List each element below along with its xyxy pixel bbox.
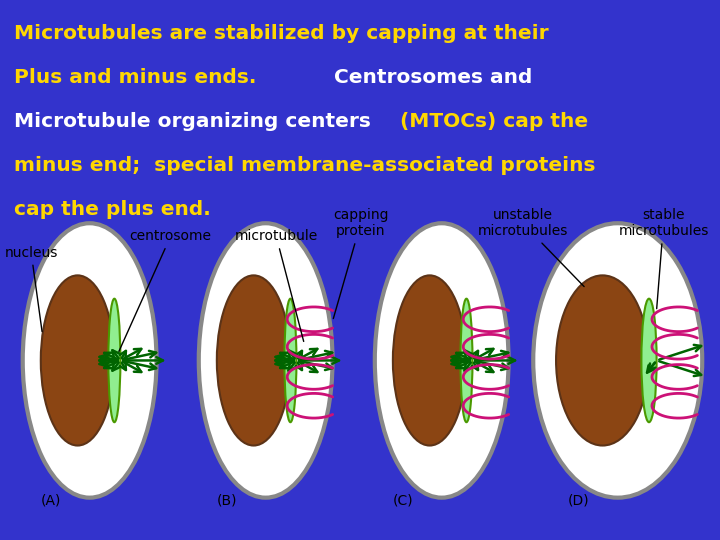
Ellipse shape — [534, 223, 702, 498]
Ellipse shape — [393, 275, 467, 445]
Ellipse shape — [375, 223, 508, 498]
Text: nucleus: nucleus — [4, 246, 58, 332]
Text: cap the plus end.: cap the plus end. — [14, 200, 211, 219]
Text: Microtubules are stabilized by capping at their: Microtubules are stabilized by capping a… — [14, 24, 549, 43]
Ellipse shape — [642, 299, 657, 422]
Ellipse shape — [556, 275, 649, 445]
Ellipse shape — [41, 275, 114, 445]
Ellipse shape — [23, 223, 156, 498]
Text: (MTOCs) cap the: (MTOCs) cap the — [400, 112, 588, 131]
Text: capping
protein: capping protein — [333, 208, 389, 319]
Ellipse shape — [108, 299, 120, 422]
Text: (C): (C) — [392, 494, 413, 508]
Text: Centrosomes and: Centrosomes and — [320, 68, 533, 87]
Text: minus end;  special membrane-associated proteins: minus end; special membrane-associated p… — [14, 156, 596, 175]
Ellipse shape — [217, 275, 290, 445]
Ellipse shape — [460, 299, 472, 422]
Text: microtubule: microtubule — [235, 230, 318, 341]
Text: (B): (B) — [217, 494, 237, 508]
Text: stable
microtubules: stable microtubules — [618, 208, 708, 309]
Ellipse shape — [199, 223, 333, 498]
Text: centrosome: centrosome — [119, 230, 212, 352]
Text: unstable
microtubules: unstable microtubules — [477, 208, 584, 287]
Text: Microtubule organizing centers: Microtubule organizing centers — [14, 112, 378, 131]
Ellipse shape — [284, 299, 297, 422]
Text: Plus and minus ends.: Plus and minus ends. — [14, 68, 257, 87]
Text: (A): (A) — [41, 494, 61, 508]
Text: (D): (D) — [568, 494, 590, 508]
